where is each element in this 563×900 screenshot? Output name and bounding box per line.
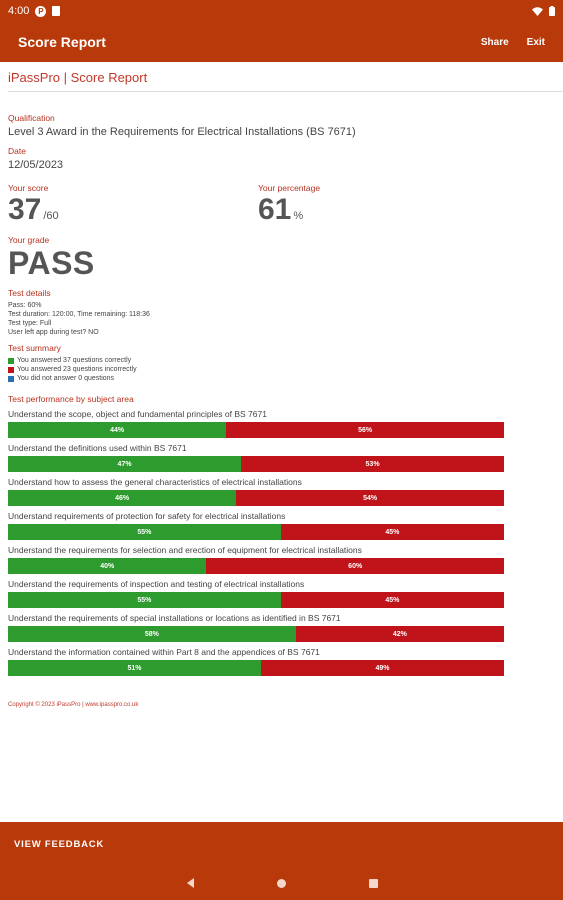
qualification-value: Level 3 Award in the Requirements for El… (8, 126, 356, 138)
app-title: Score Report (18, 34, 106, 50)
summary-swatch (8, 375, 14, 382)
app-notification-icon: P (35, 5, 47, 17)
qualification-label: Qualification (8, 113, 55, 123)
score-number: 37 (8, 193, 42, 226)
exit-button[interactable]: Exit (526, 36, 545, 48)
subject-name: Understand the scope, object and fundame… (8, 409, 267, 419)
subject-name: Understand the requirements of inspectio… (8, 579, 305, 589)
summary-item: You answered 23 questions incorrectly (8, 365, 555, 374)
subject-bar: 51% 49% (8, 660, 504, 676)
detail-left-app: User left app during test? NO (8, 329, 99, 336)
grade-value: PASS (8, 245, 95, 281)
bar-correct: 58% (8, 626, 296, 642)
view-feedback-button[interactable]: VIEW FEEDBACK (14, 839, 105, 850)
test-summary-label: Test summary (8, 343, 61, 353)
subject-bar: 58% 42% (8, 626, 504, 642)
percentage-label: Your percentage (258, 183, 321, 193)
percentage-number: 61 (258, 193, 292, 226)
summary-item: You did not answer 0 questions (8, 374, 555, 383)
performance-label: Test performance by subject area (8, 394, 134, 404)
score-total: /60 (43, 210, 59, 222)
report-title: iPassPro | Score Report (8, 70, 148, 85)
bar-incorrect: 54% (236, 490, 504, 506)
percentage-value: 61% (258, 193, 508, 227)
date-value: 12/05/2023 (8, 159, 64, 171)
share-button[interactable]: Share (480, 36, 509, 48)
subject-bar: 55% 45% (8, 524, 504, 540)
bar-incorrect: 49% (260, 660, 504, 676)
subject-name: Understand the information contained wit… (8, 647, 320, 657)
recent-apps-icon[interactable] (366, 876, 380, 890)
summary-text: You answered 37 questions correctly (17, 357, 132, 364)
bar-incorrect: 53% (241, 456, 504, 472)
detail-pass: Pass: 60% (8, 302, 42, 309)
app-bar: Score Report Share Exit (0, 22, 563, 62)
home-icon[interactable] (274, 876, 288, 890)
subject-name: Understand how to assess the general cha… (8, 477, 302, 487)
bar-correct: 55% (8, 592, 281, 608)
back-icon[interactable] (183, 876, 197, 890)
score-value: 37/60 (8, 193, 258, 227)
bar-correct: 46% (8, 490, 237, 506)
subject-bar: 47% 53% (8, 456, 504, 472)
bar-incorrect: 56% (226, 422, 504, 438)
bottom-bar: VIEW FEEDBACK (0, 822, 563, 900)
status-bar: 4:00 P (0, 0, 563, 22)
status-time: 4:00 (8, 5, 30, 17)
bar-incorrect: 42% (295, 626, 504, 642)
sd-card-icon (52, 6, 61, 16)
bar-incorrect: 60% (206, 558, 504, 574)
wifi-icon (532, 6, 543, 16)
subject-name: Understand the requirements of special i… (8, 613, 341, 623)
report-content[interactable]: iPassPro | Score Report Qualification Le… (0, 62, 563, 822)
subject-bar: 55% 45% (8, 592, 504, 608)
subject-name: Understand the requirements for selectio… (8, 545, 362, 555)
summary-swatch (8, 357, 14, 364)
bar-correct: 55% (8, 524, 281, 540)
bar-correct: 51% (8, 660, 261, 676)
summary-swatch (8, 366, 14, 373)
bar-correct: 47% (8, 456, 242, 472)
bar-incorrect: 45% (280, 592, 504, 608)
performance-list: Understand the scope, object and fundame… (8, 409, 555, 676)
subject-bar: 44% 56% (8, 422, 504, 438)
summary-text: You answered 23 questions incorrectly (17, 366, 137, 373)
title-divider (8, 91, 563, 92)
summary-item: You answered 37 questions correctly (8, 356, 555, 365)
date-label: Date (8, 146, 26, 156)
battery-icon (549, 6, 555, 16)
detail-type: Test type: Full (8, 320, 52, 327)
detail-duration: Test duration: 120:00, Time remaining: 1… (8, 311, 150, 318)
summary-text: You did not answer 0 questions (17, 375, 115, 382)
score-label: Your score (8, 183, 49, 193)
copyright-text: Copyright © 2023 iPassPro | www.ipasspro… (8, 702, 139, 708)
bar-incorrect: 45% (280, 524, 504, 540)
test-summary: You answered 37 questions correctly You a… (8, 356, 555, 383)
subject-bar: 40% 60% (8, 558, 504, 574)
bar-correct: 44% (8, 422, 227, 438)
subject-bar: 46% 54% (8, 490, 504, 506)
test-details: Pass: 60% Test duration: 120:00, Time re… (8, 301, 555, 337)
subject-name: Understand requirements of protection fo… (8, 511, 286, 521)
percentage-unit: % (293, 210, 304, 222)
bar-correct: 40% (8, 558, 207, 574)
test-details-label: Test details (8, 288, 51, 298)
grade-label: Your grade (8, 235, 50, 245)
subject-name: Understand the definitions used within B… (8, 443, 187, 453)
